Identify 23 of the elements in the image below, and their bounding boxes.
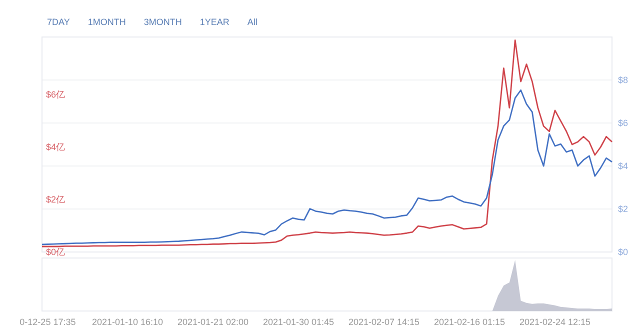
line-series <box>41 89 613 246</box>
text: 3MONTH <box>144 17 182 27</box>
x-tick-label: 2021-01-21 02:00 <box>177 317 249 327</box>
y2-tick-label: $2 <box>618 204 628 214</box>
x-tick-label: 2021-01-30 01:45 <box>262 317 334 327</box>
y-tick-label: $6亿 <box>46 90 66 100</box>
y2-tick-label: $0 <box>618 247 628 257</box>
text: 7DAY <box>47 17 70 27</box>
y-tick-label: $4亿 <box>46 142 66 152</box>
line-series <box>41 39 613 248</box>
x-tick-label: 2021-02-16 01:15 <box>434 317 506 327</box>
text: 1MONTH <box>88 17 126 27</box>
text: All <box>247 17 258 27</box>
y-tick-label: $2亿 <box>46 194 66 205</box>
x-tick-label: 0-12-25 17:35 <box>20 317 76 327</box>
y2-tick-label: $6 <box>618 118 628 128</box>
x-tick-label: 2021-02-07 14:15 <box>348 317 420 327</box>
text: 1YEAR <box>200 17 230 27</box>
y-tick-label: $0亿 <box>46 247 66 257</box>
x-tick-label: 2021-02-24 12:15 <box>519 317 591 327</box>
y2-tick-label: $4 <box>618 161 628 171</box>
y2-tick-label: $8 <box>618 75 628 85</box>
x-tick-label: 2021-01-10 16:10 <box>92 317 164 327</box>
